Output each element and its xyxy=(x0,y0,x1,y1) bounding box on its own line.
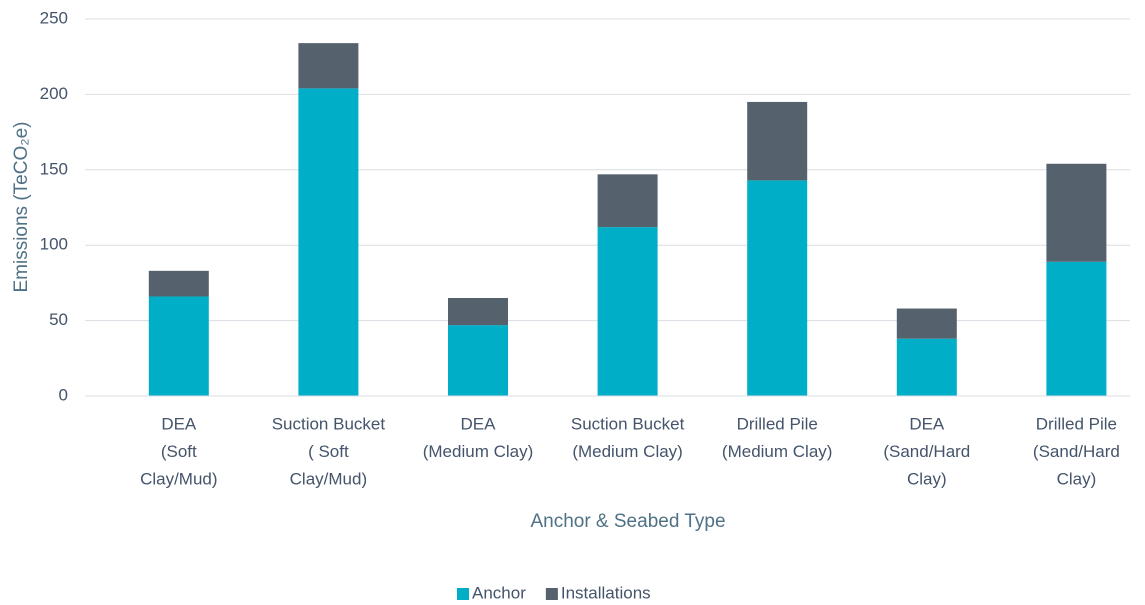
y-tick-label: 0 xyxy=(59,385,68,404)
x-tick-label: ( Soft xyxy=(308,442,349,461)
x-tick-label: (Medium Clay) xyxy=(722,442,833,461)
bar-segment xyxy=(896,338,957,396)
y-tick-label: 150 xyxy=(40,159,68,178)
legend-swatch xyxy=(457,588,469,600)
x-tick-label: (Soft xyxy=(161,442,197,461)
x-tick-label: Clay) xyxy=(907,469,947,488)
x-axis-title: Anchor & Seabed Type xyxy=(530,511,725,532)
bar-segment xyxy=(298,43,359,89)
x-tick-label: Drilled Pile xyxy=(737,414,818,433)
x-tick-label: Clay) xyxy=(1057,469,1097,488)
legend-swatch xyxy=(545,588,558,600)
y-tick-label: 100 xyxy=(40,235,68,254)
x-tick-label: Clay/Mud) xyxy=(290,469,367,488)
x-tick-label: (Sand/Hard xyxy=(883,442,970,461)
bar-segment xyxy=(148,296,209,396)
x-tick-label: Suction Bucket xyxy=(571,414,685,433)
y-tick-label: 250 xyxy=(40,8,68,27)
bar-segment xyxy=(298,88,359,397)
bar-segment xyxy=(896,308,957,339)
x-tick-label: (Sand/Hard xyxy=(1033,442,1120,461)
legend-label: Installations xyxy=(561,583,651,602)
bar-segment xyxy=(448,297,508,326)
bar-segment xyxy=(1046,163,1107,262)
x-tick-label: (Medium Clay) xyxy=(423,442,534,461)
bar-segment xyxy=(148,270,209,297)
bar-segment xyxy=(1046,261,1107,396)
y-axis-title: Emissions (TeCO₂e) xyxy=(11,121,32,292)
bar-segment xyxy=(747,180,808,396)
x-tick-label: (Medium Clay) xyxy=(572,442,683,461)
bar-segment xyxy=(448,325,508,396)
legend-label: Anchor xyxy=(472,583,526,602)
x-tick-label: Suction Bucket xyxy=(272,414,386,433)
bar-segment xyxy=(747,101,808,181)
x-tick-label: Clay/Mud) xyxy=(140,469,217,488)
y-tick-label: 200 xyxy=(40,84,68,103)
x-tick-label: DEA xyxy=(461,414,497,433)
bar-segment xyxy=(597,227,658,396)
bar-segment xyxy=(597,174,658,228)
x-tick-label: DEA xyxy=(909,414,945,433)
y-tick-label: 50 xyxy=(49,310,68,329)
x-tick-label: DEA xyxy=(161,414,197,433)
x-tick-label: Drilled Pile xyxy=(1036,414,1117,433)
